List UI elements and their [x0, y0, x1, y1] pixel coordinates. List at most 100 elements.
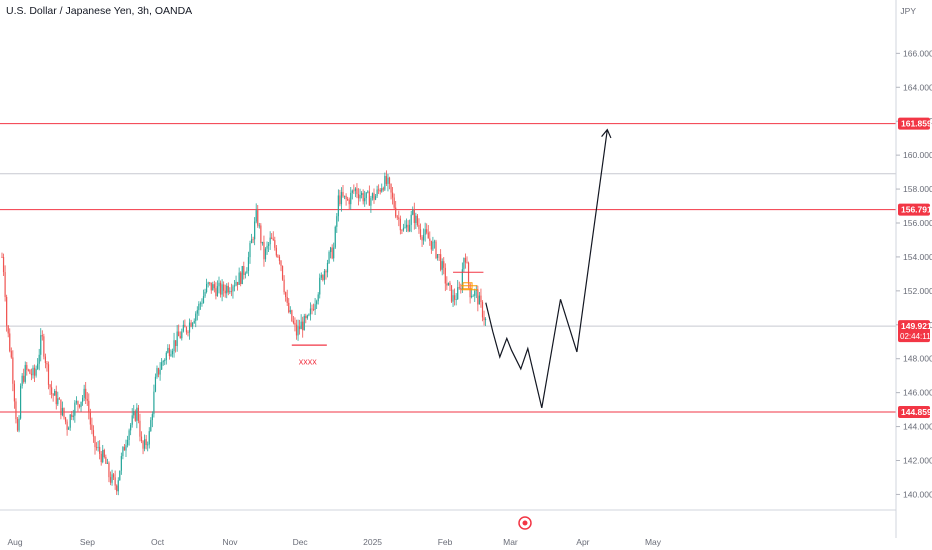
candle-body	[15, 401, 17, 420]
candle-body	[250, 239, 253, 244]
candle-body	[477, 289, 479, 305]
candle-body	[2, 257, 5, 273]
candle-body	[12, 357, 14, 384]
candle-body	[449, 282, 451, 286]
candle-body	[159, 369, 161, 375]
candle-body	[374, 196, 377, 200]
candle-body	[286, 297, 288, 303]
candle-body	[454, 295, 456, 300]
candle-body	[384, 175, 386, 190]
candle-body	[371, 193, 374, 199]
candle-body	[30, 373, 33, 376]
candle-body	[461, 269, 463, 290]
candle-body	[24, 365, 26, 382]
candle-body	[444, 267, 446, 284]
x-tick-label: Sep	[80, 537, 95, 547]
candle-body	[23, 375, 25, 382]
annotations-layer: xxxx	[291, 271, 484, 366]
candle-body	[94, 436, 96, 448]
candle-body	[480, 295, 482, 303]
candle-body	[134, 411, 136, 421]
candle-body	[68, 427, 70, 430]
y-tick-label: 164.000	[903, 82, 932, 92]
candle-body	[388, 177, 391, 184]
candle-body	[281, 265, 284, 280]
y-tick-label: 158.000	[903, 184, 932, 194]
logo-dot	[522, 520, 528, 526]
candles-layer	[1, 170, 487, 496]
candle-body	[396, 216, 398, 218]
candle-body	[20, 385, 22, 419]
candle-body	[145, 439, 147, 446]
candle-body	[196, 310, 198, 314]
logo-ring	[518, 516, 532, 530]
y-tick-label: 152.000	[903, 286, 932, 296]
candle-body	[325, 271, 327, 273]
candle-body	[274, 240, 276, 248]
candle-body	[240, 272, 242, 285]
candle-body	[481, 302, 484, 318]
candle-body	[89, 412, 91, 425]
candle-body	[192, 323, 194, 327]
candle-body	[114, 477, 116, 486]
candle-body	[27, 369, 29, 371]
candle-body	[285, 292, 287, 298]
candle-body	[328, 252, 330, 263]
candle-body	[142, 441, 144, 449]
candle-body	[390, 183, 392, 193]
y-tick-label: 148.000	[903, 354, 932, 364]
candle-body	[385, 175, 387, 184]
candle-body	[176, 331, 178, 347]
candle-body	[272, 238, 274, 241]
candle-body	[306, 315, 308, 319]
candle-body	[40, 335, 42, 355]
candle-body	[26, 365, 28, 370]
candle-body	[227, 285, 229, 293]
candle-body	[71, 414, 73, 417]
candle-body	[244, 273, 246, 275]
y-tick-label: 142.000	[903, 455, 932, 465]
candle-body	[108, 462, 110, 478]
candle-body	[249, 243, 251, 258]
candle-body	[401, 230, 403, 232]
y-tick-label: 156.000	[903, 218, 932, 228]
candle-body	[51, 387, 53, 394]
candle-body	[294, 322, 296, 325]
candle-body	[441, 261, 443, 270]
candle-body	[405, 224, 408, 228]
candle-body	[393, 197, 395, 208]
candle-body	[320, 275, 322, 278]
candle-body	[1, 256, 3, 258]
candle-body	[74, 402, 76, 416]
candle-body	[485, 318, 487, 321]
candle-body	[336, 216, 338, 227]
candle-body	[283, 279, 285, 293]
candle-body	[83, 388, 85, 398]
candle-body	[229, 291, 231, 293]
candle-body	[322, 275, 324, 281]
candle-body	[58, 398, 60, 400]
candle-body	[198, 303, 200, 311]
candle-body	[339, 195, 341, 205]
candle-body	[319, 277, 321, 295]
candle-body	[423, 234, 425, 241]
candle-body	[275, 247, 277, 256]
candle-body	[212, 284, 214, 291]
candle-body	[238, 272, 240, 285]
candle-body	[120, 456, 122, 471]
candle-body	[41, 335, 43, 337]
candle-body	[178, 331, 180, 337]
candle-body	[424, 229, 426, 235]
x-tick-label: 2025	[363, 537, 382, 547]
tradingview-logo[interactable]	[518, 516, 532, 530]
candle-body	[379, 189, 381, 192]
candle-body	[88, 400, 90, 413]
candle-body	[440, 254, 442, 270]
candle-body	[232, 286, 234, 292]
candle-body	[356, 188, 358, 195]
candle-body	[334, 226, 336, 248]
candle-body	[452, 295, 454, 302]
candle-body	[447, 282, 449, 286]
candle-body	[342, 192, 344, 197]
